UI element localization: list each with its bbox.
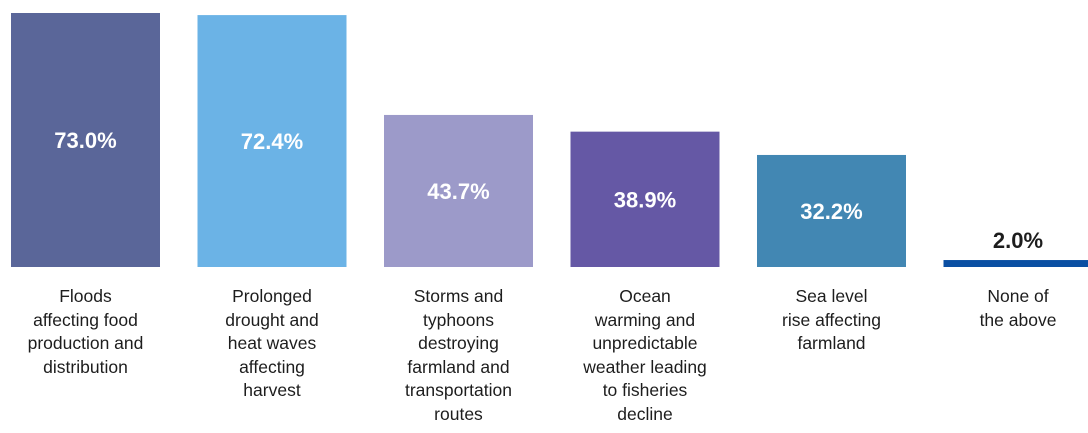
bar-5 [943,260,1088,267]
category-label-3: Ocean warming and unpredictable weather … [583,286,707,424]
category-label-4: Sea level rise affecting farmland [782,286,881,353]
data-label-1: 72.4% [241,129,303,154]
category-label-2: Storms and typhoons destroying farmland … [404,286,512,424]
bar-4 [757,154,906,267]
data-label-4: 32.2% [800,199,862,224]
category-label-0: Floods affecting food production and dis… [27,286,144,377]
bar-0 [11,13,160,267]
bar-2 [384,114,533,268]
data-label-2: 43.7% [427,179,489,204]
bar-1 [197,15,347,267]
data-label-3: 38.9% [614,187,676,212]
category-label-5: None of the above [979,286,1057,330]
data-label-5: 2.0% [993,228,1043,253]
data-label-0: 73.0% [54,128,116,153]
category-label-1: Prolonged drought and heat waves affecti… [225,286,319,400]
bar-3 [570,131,720,267]
